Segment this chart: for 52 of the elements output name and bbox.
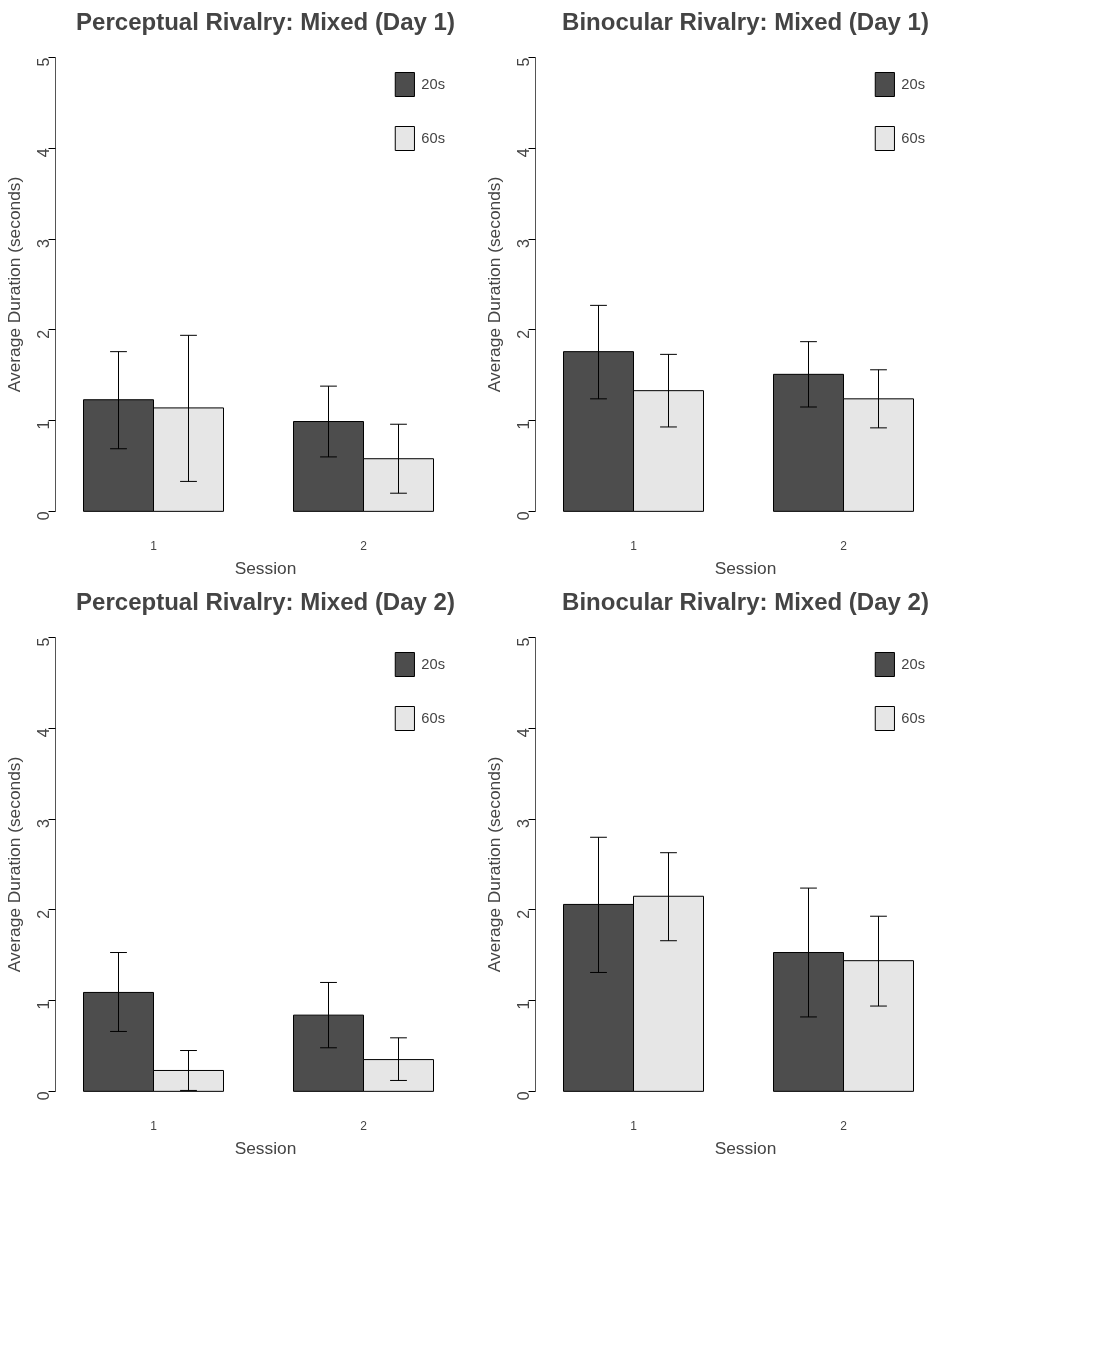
chart-title: Binocular Rivalry: Mixed (Day 2)	[562, 587, 929, 615]
x-tick-label: 1	[150, 538, 158, 553]
chart-title: Perceptual Rivalry: Mixed (Day 2)	[76, 587, 455, 615]
y-tick-label: 1	[35, 1000, 53, 1010]
y-tick-label: 0	[35, 1091, 53, 1101]
legend-label: 60s	[421, 710, 445, 726]
legend-label: 60s	[421, 130, 445, 146]
x-tick-label: 2	[840, 1118, 848, 1133]
y-tick-label: 3	[35, 239, 53, 249]
y-tick-label: 4	[35, 148, 53, 158]
x-tick-label: 2	[840, 538, 848, 553]
legend-label: 60s	[901, 710, 925, 726]
y-tick-label: 2	[515, 329, 533, 339]
y-tick-label: 3	[35, 819, 53, 829]
legend-label: 20s	[421, 76, 445, 92]
y-tick-label: 2	[515, 909, 533, 919]
y-tick-label: 5	[515, 637, 533, 647]
y-tick-label: 0	[35, 511, 53, 521]
x-tick-label: 1	[150, 1118, 158, 1133]
x-axis-title: Session	[234, 1137, 297, 1158]
y-tick-label: 4	[35, 728, 53, 738]
legend-label: 20s	[901, 76, 925, 92]
legend-label: 20s	[901, 656, 925, 672]
y-axis-title: Average Duration (seconds)	[3, 756, 24, 973]
y-tick-label: 3	[515, 239, 533, 249]
x-axis-title: Session	[714, 557, 777, 578]
x-axis-title: Session	[234, 557, 297, 578]
x-tick-label: 1	[630, 538, 638, 553]
y-tick-label: 4	[515, 148, 533, 158]
y-tick-label: 0	[515, 511, 533, 521]
chart-title: Binocular Rivalry: Mixed (Day 1)	[562, 7, 929, 35]
y-tick-label: 5	[35, 637, 53, 647]
y-tick-label: 1	[515, 1000, 533, 1010]
x-axis-title: Session	[714, 1137, 777, 1158]
y-tick-label: 2	[35, 909, 53, 919]
x-tick-label: 1	[630, 1118, 638, 1133]
y-axis-title: Average Duration (seconds)	[483, 756, 504, 973]
chart-title: Perceptual Rivalry: Mixed (Day 1)	[76, 7, 455, 35]
x-tick-label: 2	[360, 538, 368, 553]
legend-label: 60s	[901, 130, 925, 146]
y-tick-label: 3	[515, 819, 533, 829]
y-tick-label: 4	[515, 728, 533, 738]
y-tick-label: 0	[515, 1091, 533, 1101]
y-tick-label: 2	[35, 329, 53, 339]
y-axis-title: Average Duration (seconds)	[483, 176, 504, 393]
legend-label: 20s	[421, 656, 445, 672]
y-tick-label: 1	[515, 420, 533, 430]
y-tick-label: 5	[515, 57, 533, 67]
x-tick-label: 2	[360, 1118, 368, 1133]
y-tick-label: 5	[35, 57, 53, 67]
y-axis-title: Average Duration (seconds)	[3, 176, 24, 393]
y-tick-label: 1	[35, 420, 53, 430]
